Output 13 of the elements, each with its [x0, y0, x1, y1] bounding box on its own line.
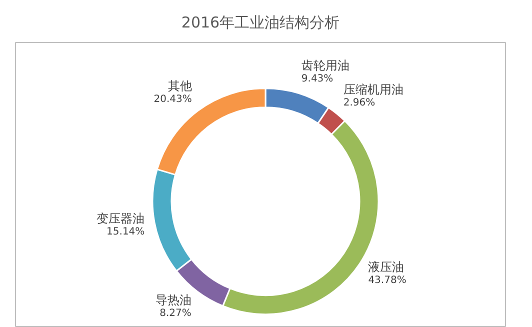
slice-label: 齿轮用油 [301, 58, 350, 72]
data-label: 43.78% [368, 274, 406, 286]
data-label: 15.14% [106, 226, 145, 238]
slice-label: 液压油 [368, 260, 404, 274]
data-label: 2.96% [343, 98, 376, 109]
slice-label: 导热油 [155, 292, 192, 307]
slice-label: 压缩机用油 [343, 82, 404, 97]
data-label: 8.27% [160, 308, 192, 320]
slice-label: 其他 [168, 79, 192, 94]
chart-title: 2016年工业油结构分析 [181, 14, 340, 32]
data-label: 20.43% [154, 94, 192, 106]
slice-label: 变压器油 [96, 211, 145, 226]
data-label: 9.43% [301, 73, 334, 84]
